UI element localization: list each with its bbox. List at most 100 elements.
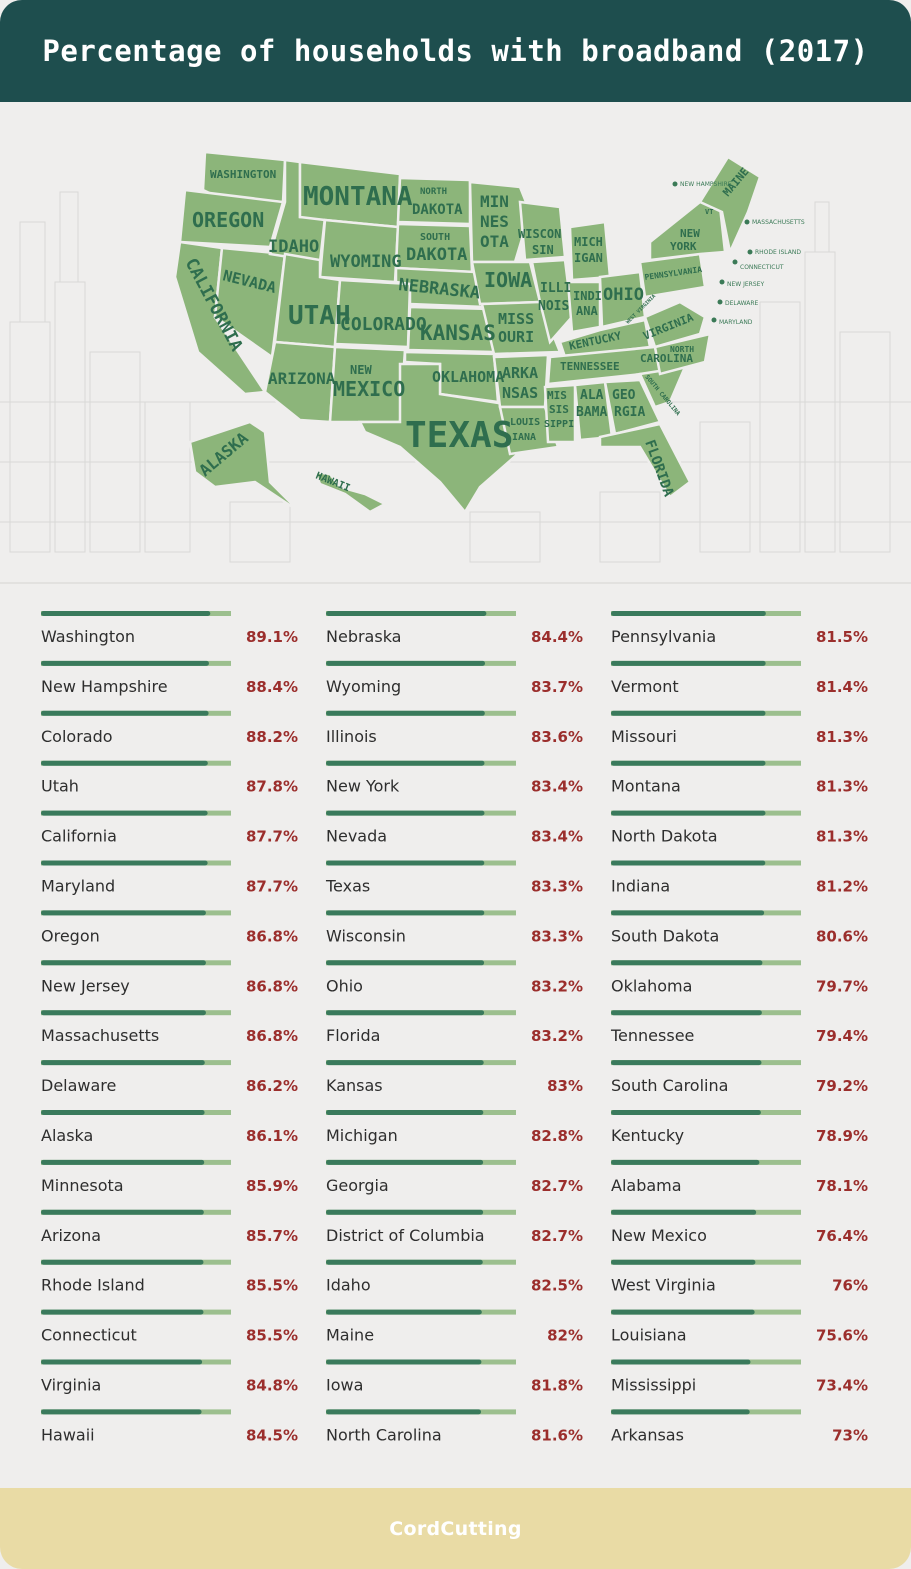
- virginia-shape: [643, 300, 707, 349]
- bar: [611, 860, 766, 866]
- state-label: Connecticut: [41, 1326, 137, 1345]
- value-label: 85.5%: [246, 1277, 298, 1295]
- label-new-york-1: NEW: [680, 227, 700, 240]
- bar: [41, 1209, 204, 1215]
- label-wisconsin-2: SIN: [532, 243, 554, 257]
- state-label: Nebraska: [326, 627, 401, 646]
- bar: [41, 960, 206, 966]
- value-label: 86.8%: [246, 927, 298, 945]
- state-shapes: [173, 150, 762, 515]
- value-label: 81.8%: [531, 1377, 583, 1395]
- state-label: Virginia: [41, 1376, 101, 1395]
- label-alabama-1: ALA: [580, 388, 604, 403]
- label-north-dakota-1: NORTH: [420, 187, 447, 197]
- label-iowa: IOWA: [484, 268, 532, 292]
- value-label: 86.2%: [246, 1077, 298, 1095]
- header-banner: Percentage of households with broadband …: [0, 0, 911, 102]
- value-label: 79.4%: [816, 1027, 868, 1045]
- bar: [326, 1060, 484, 1066]
- value-label: 80.6%: [816, 927, 868, 945]
- value-label: 83.2%: [531, 977, 583, 995]
- broadband-chart: Washington 89.1% New Hampshire 88.4% Colorad…: [0, 582, 911, 1488]
- bar: [611, 1010, 762, 1016]
- illinois-shape: [530, 258, 574, 345]
- state-label: South Carolina: [611, 1076, 728, 1095]
- bar: [41, 910, 206, 916]
- bar: [41, 1359, 203, 1365]
- label-new-mexico-2: MEXICO: [333, 377, 405, 401]
- label-oklahoma: OKLAHOMA: [432, 368, 504, 386]
- bar: [41, 760, 208, 766]
- bar: [611, 960, 763, 966]
- label-north-carolina-2: CAROLINA: [640, 352, 693, 365]
- value-label: 87.8%: [246, 778, 298, 796]
- state-label: New Jersey: [41, 976, 130, 995]
- bar: [326, 710, 485, 716]
- state-label: Washington: [41, 627, 135, 646]
- value-label: 83.3%: [531, 878, 583, 896]
- wyoming-shape: [318, 218, 400, 284]
- callout-maryland: MARYLAND: [719, 319, 753, 326]
- value-label: 79.7%: [816, 977, 868, 995]
- value-label: 83.6%: [531, 728, 583, 746]
- value-label: 79.2%: [816, 1077, 868, 1095]
- bar: [41, 710, 209, 716]
- footer: CordCutting: [0, 1488, 911, 1569]
- bar: [611, 810, 766, 816]
- label-minnesota-3: OTA: [480, 232, 509, 251]
- value-label: 85.7%: [246, 1227, 298, 1245]
- state-label: Texas: [325, 877, 370, 896]
- state-label: Montana: [611, 777, 681, 796]
- bar: [326, 1259, 483, 1265]
- label-new-york-2: YORK: [670, 240, 697, 253]
- callout-new-hampshire: NEW HAMPSHIRE: [680, 181, 732, 188]
- value-label: 81.3%: [816, 778, 868, 796]
- label-mississippi-1: MIS: [547, 389, 567, 402]
- bar: [326, 810, 485, 816]
- bar: [611, 611, 766, 616]
- label-arkansas-1: ARKA: [502, 364, 538, 382]
- wisconsin-shape: [518, 200, 567, 262]
- us-map: WASHINGTON OREGON CALIFORNIA IDAHO NEVAD…: [0, 150, 911, 563]
- value-label: 82%: [547, 1327, 583, 1345]
- label-kansas: KANSAS: [420, 321, 496, 345]
- georgia-shape: [603, 378, 662, 436]
- bar: [41, 810, 208, 816]
- state-label: New Hampshire: [41, 677, 168, 696]
- callout-rhode-island: RHODE ISLAND: [755, 249, 801, 256]
- value-label: 73.4%: [816, 1377, 868, 1395]
- callout-connecticut: CONNECTICUT: [740, 264, 784, 271]
- state-label: Illinois: [326, 727, 377, 746]
- bar: [611, 710, 766, 716]
- state-label: Arkansas: [611, 1425, 684, 1444]
- callout-dot: [732, 259, 738, 265]
- value-label: 82.5%: [531, 1277, 583, 1295]
- state-label: Minnesota: [41, 1176, 124, 1195]
- label-ohio: OHIO: [603, 285, 644, 305]
- callout-delaware: DELAWARE: [725, 300, 759, 307]
- value-label: 78.9%: [816, 1127, 868, 1145]
- callout-dot: [747, 249, 753, 255]
- bar: [326, 760, 485, 766]
- florida-shape: [598, 422, 692, 499]
- label-south-dakota-1: SOUTH: [420, 232, 450, 243]
- state-label: Massachusetts: [41, 1026, 159, 1045]
- label-mississippi-3: SIPPI: [544, 419, 574, 430]
- value-label: 83.3%: [531, 927, 583, 945]
- value-label: 81.2%: [816, 878, 868, 896]
- state-label: Kansas: [326, 1076, 383, 1095]
- bar: [41, 1159, 205, 1165]
- state-label: Delaware: [41, 1076, 116, 1095]
- state-label: Alabama: [611, 1176, 682, 1195]
- new-england-shape: [698, 155, 762, 257]
- state-label: Tennessee: [610, 1026, 694, 1045]
- bar: [326, 960, 485, 966]
- value-label: 76.4%: [816, 1227, 868, 1245]
- label-north-dakota-2: DAKOTA: [412, 202, 463, 218]
- bar: [326, 1110, 484, 1115]
- label-arkansas-2: NSAS: [502, 384, 538, 402]
- label-wisconsin-1: WISCON: [518, 227, 561, 241]
- label-georgia-1: GEO: [612, 388, 636, 403]
- bar: [611, 660, 766, 666]
